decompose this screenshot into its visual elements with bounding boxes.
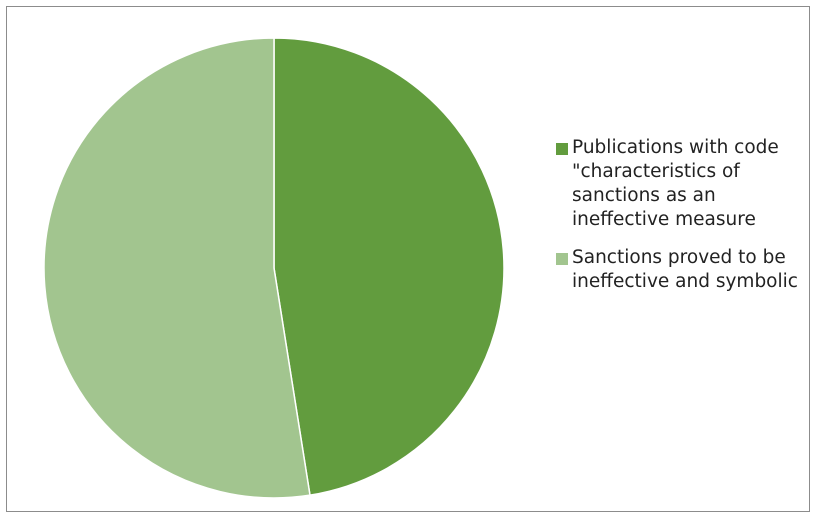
legend: Publications with code "characteristics … <box>556 136 806 308</box>
pie-slice-sanctions <box>44 38 310 498</box>
legend-label-publications: Publications with code "characteristics … <box>572 136 806 232</box>
legend-label-sanctions: Sanctions proved to be ineffective and s… <box>572 246 806 294</box>
pie-slice-publications <box>274 38 504 495</box>
legend-swatch-sanctions <box>556 253 568 265</box>
legend-item-sanctions: Sanctions proved to be ineffective and s… <box>556 246 806 294</box>
pie-slices <box>44 38 504 498</box>
legend-item-publications: Publications with code "characteristics … <box>556 136 806 232</box>
legend-swatch-publications <box>556 143 568 155</box>
